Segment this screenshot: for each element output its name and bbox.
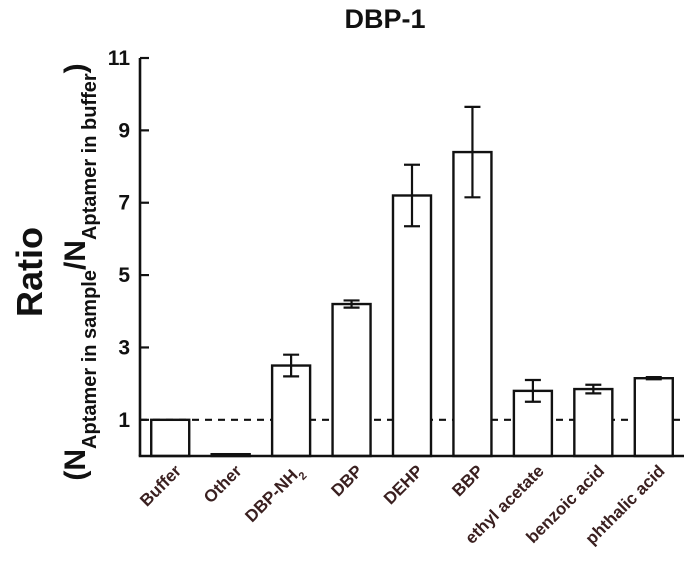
y-ticks-group: 1 3 5 7 9 11 bbox=[108, 47, 149, 432]
y-tick-label: 3 bbox=[118, 336, 130, 359]
x-tick-label: DBP bbox=[328, 461, 367, 500]
x-tick-label: DEHP bbox=[380, 461, 427, 508]
error-bar-dbp bbox=[343, 299, 360, 309]
error-bar-phthalic-acid bbox=[645, 376, 662, 381]
y-axis-label: Ratio(NAptamer in sample/NAptamer in buf… bbox=[9, 63, 101, 480]
error-bar-dbp-nh2 bbox=[283, 353, 300, 378]
y-tick-label: 1 bbox=[118, 409, 130, 432]
y-tick-label: 7 bbox=[118, 192, 130, 215]
x-tick-label: Buffer bbox=[136, 461, 185, 510]
axes-group bbox=[138, 58, 684, 458]
bar-dehp bbox=[391, 194, 433, 458]
y-axis-title: Ratio bbox=[9, 227, 50, 317]
x-tick-label: BBP bbox=[448, 461, 487, 500]
y-tick-label: 5 bbox=[118, 264, 130, 287]
y-tick-label: 9 bbox=[118, 119, 130, 142]
bar-buffer bbox=[150, 418, 191, 458]
bar-benzoic-acid bbox=[573, 387, 614, 458]
bar-phthalic-acid bbox=[633, 377, 674, 458]
error-bar-dehp bbox=[404, 163, 420, 228]
error-bar-bbp bbox=[464, 105, 481, 199]
error-bars-group bbox=[283, 105, 662, 403]
error-bar-ethyl-acetate bbox=[524, 378, 541, 403]
y-axis-ratio-formula: (NAptamer in sample/NAptamer in buffer) bbox=[59, 63, 101, 480]
chart-title: DBP-1 bbox=[344, 4, 425, 34]
error-bar-benzoic-acid bbox=[585, 383, 602, 395]
x-tick-label: DBP-NH2 bbox=[241, 461, 309, 529]
bar-dbp-nh2 bbox=[270, 364, 312, 458]
y-tick-label: 11 bbox=[108, 47, 131, 70]
x-tick-label: Other bbox=[200, 461, 246, 507]
bar-dbp bbox=[331, 302, 372, 458]
